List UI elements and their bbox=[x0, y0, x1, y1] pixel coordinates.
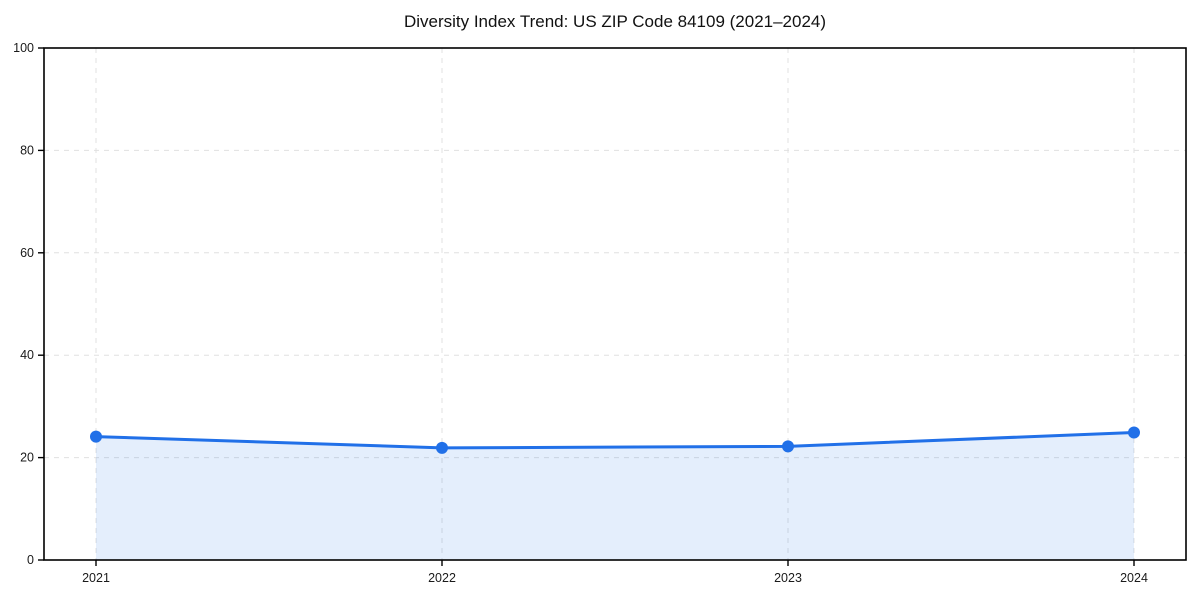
x-tick-label: 2023 bbox=[774, 571, 802, 585]
data-point-marker bbox=[782, 440, 794, 453]
x-tick-label: 2021 bbox=[82, 571, 110, 585]
y-tick-label: 100 bbox=[13, 41, 34, 55]
data-point-marker bbox=[90, 430, 102, 443]
series-area-fill bbox=[96, 432, 1134, 560]
y-tick-label: 0 bbox=[27, 553, 34, 567]
y-tick-label: 60 bbox=[20, 246, 34, 260]
y-tick-label: 40 bbox=[20, 348, 34, 362]
y-tick-label: 80 bbox=[20, 143, 34, 157]
plot-spines bbox=[43, 47, 1187, 561]
x-tick-label: 2024 bbox=[1120, 571, 1148, 585]
chart-title: Diversity Index Trend: US ZIP Code 84109… bbox=[403, 12, 827, 31]
x-tick-label: 2022 bbox=[428, 571, 456, 585]
y-tick-label: 20 bbox=[20, 451, 34, 465]
series-line bbox=[94, 431, 1136, 450]
data-point-marker bbox=[436, 441, 448, 454]
data-point-marker bbox=[1128, 426, 1140, 439]
